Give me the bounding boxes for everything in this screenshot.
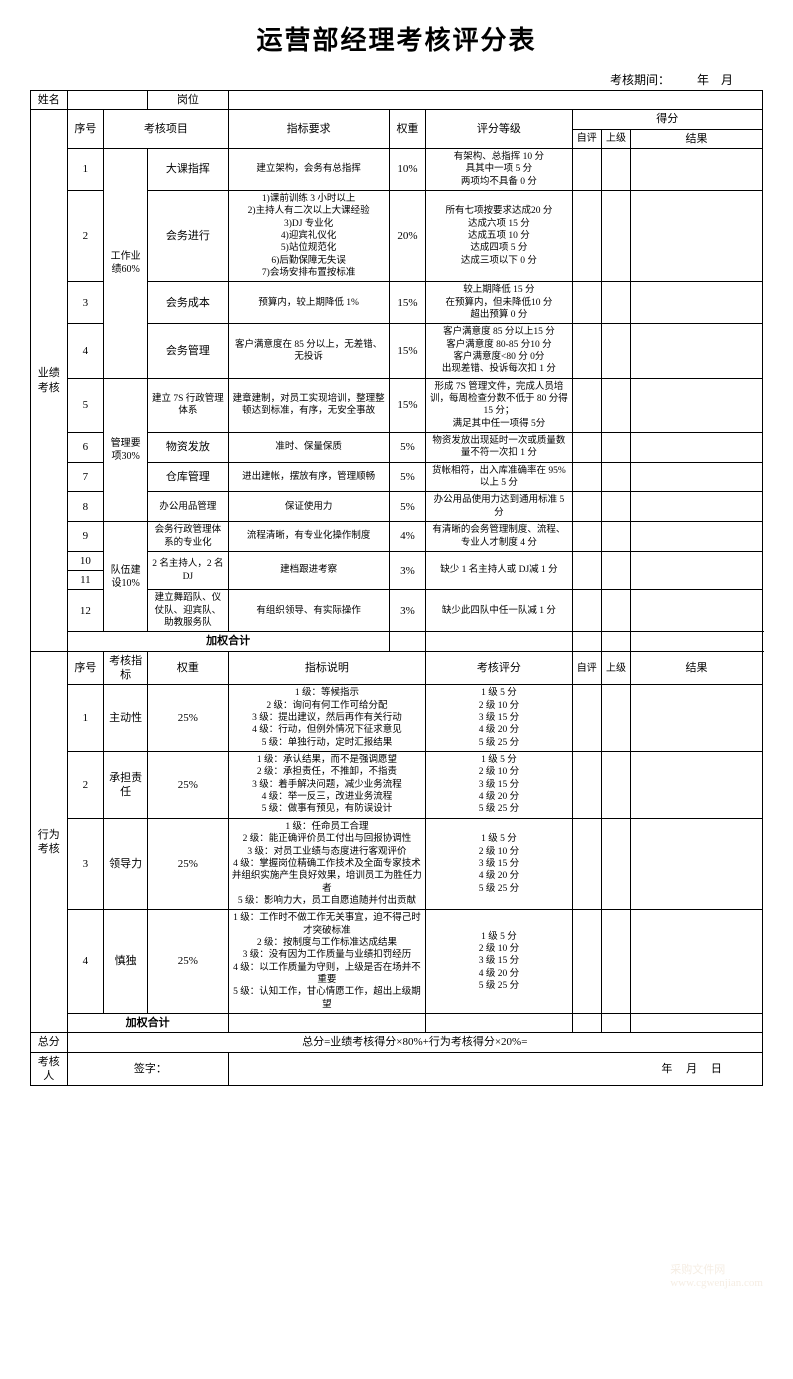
table-row: 5 管理要项30% 建立 7S 行政管理体系 建章建制，对员工实现培训，整理整顿… <box>31 378 763 432</box>
main-table: 姓名 岗位 业绩考核 序号 考核项目 指标要求 权重 评分等级 得分 自评 上级… <box>30 90 763 1086</box>
table-row: 3 领导力 25% 1 级：任命员工合理 2 级：能正确评价员工付出与回报协调性… <box>31 818 763 909</box>
s1-col-sup: 上级 <box>601 129 630 148</box>
s2-label: 行为考核 <box>31 651 68 1032</box>
reviewer-row: 考核人 签字： 年 月 日 <box>31 1052 763 1086</box>
table-row: 9 队伍建设10% 会务行政管理体系的专业化 流程清晰，有专业化操作制度 4% … <box>31 522 763 552</box>
page-title: 运营部经理考核评分表 <box>30 20 763 57</box>
period-line: 考核期间： 年 月 <box>30 71 763 88</box>
s2-col-sup: 上级 <box>601 651 630 685</box>
s1-subtotal-row: 加权合计 <box>31 632 763 651</box>
table-row: 2 承担责任 25% 1 级：承认结果，而不是强调愿望 2 级：承担责任，不推卸… <box>31 752 763 819</box>
s1-col-score: 得分 <box>572 110 762 129</box>
s1-col-weight: 权重 <box>389 110 426 149</box>
s2-subtotal-row: 加权合计 <box>31 1013 763 1032</box>
total-label: 总分 <box>31 1033 68 1052</box>
table-row: 1 工作业绩60% 大课指挥 建立架构，会务有总指挥 10% 有架构、总指挥 1… <box>31 148 763 190</box>
s1-col-req: 指标要求 <box>228 110 389 149</box>
date-area: 年 月 日 <box>228 1052 762 1086</box>
s2-col-self: 自评 <box>572 651 601 685</box>
s1-col-item: 考核项目 <box>104 110 228 149</box>
position-label: 岗位 <box>148 91 229 110</box>
s2-col-result: 结果 <box>631 651 763 685</box>
s2-col-seq: 序号 <box>67 651 104 685</box>
table-row: 4 慎独 25% 1 级：工作时不做工作无关事宜，迫不得己时才突破标准 2 级：… <box>31 910 763 1014</box>
s2-col-grade: 考核评分 <box>426 651 572 685</box>
name-label: 姓名 <box>31 91 68 110</box>
sign-area: 签字： <box>67 1052 228 1086</box>
s1-col-seq: 序号 <box>67 110 104 149</box>
s1-subtotal-label: 加权合计 <box>67 632 389 651</box>
name-value <box>67 91 148 110</box>
reviewer-label: 考核人 <box>31 1052 68 1086</box>
s2-subtotal-label: 加权合计 <box>67 1013 228 1032</box>
position-value <box>228 91 762 110</box>
s2-header-row: 行为考核 序号 考核指标 权重 指标说明 考核评分 自评 上级 结果 <box>31 651 763 685</box>
total-row: 总分 总分=业绩考核得分×80%+行为考核得分×20%= <box>31 1033 763 1052</box>
s1-col-self: 自评 <box>572 129 601 148</box>
s1-group2: 管理要项30% <box>104 378 148 521</box>
watermark: 采购文件网 www.cgwenjian.com <box>670 1261 763 1289</box>
s2-col-desc: 指标说明 <box>228 651 426 685</box>
s1-col-grade: 评分等级 <box>426 110 572 149</box>
s1-col-result: 结果 <box>631 129 763 148</box>
s1-group1: 工作业绩60% <box>104 148 148 378</box>
table-row: 1 主动性 25% 1 级：等候指示 2 级：询问有何工作可给分配 3 级：提出… <box>31 685 763 752</box>
header-row: 姓名 岗位 <box>31 91 763 110</box>
s2-col-weight: 权重 <box>148 651 229 685</box>
s1-group3: 队伍建设10% <box>104 522 148 632</box>
s1-header-row1: 业绩考核 序号 考核项目 指标要求 权重 评分等级 得分 <box>31 110 763 129</box>
s1-label: 业绩考核 <box>31 110 68 651</box>
s2-col-indicator: 考核指标 <box>104 651 148 685</box>
total-formula: 总分=业绩考核得分×80%+行为考核得分×20%= <box>67 1033 762 1052</box>
